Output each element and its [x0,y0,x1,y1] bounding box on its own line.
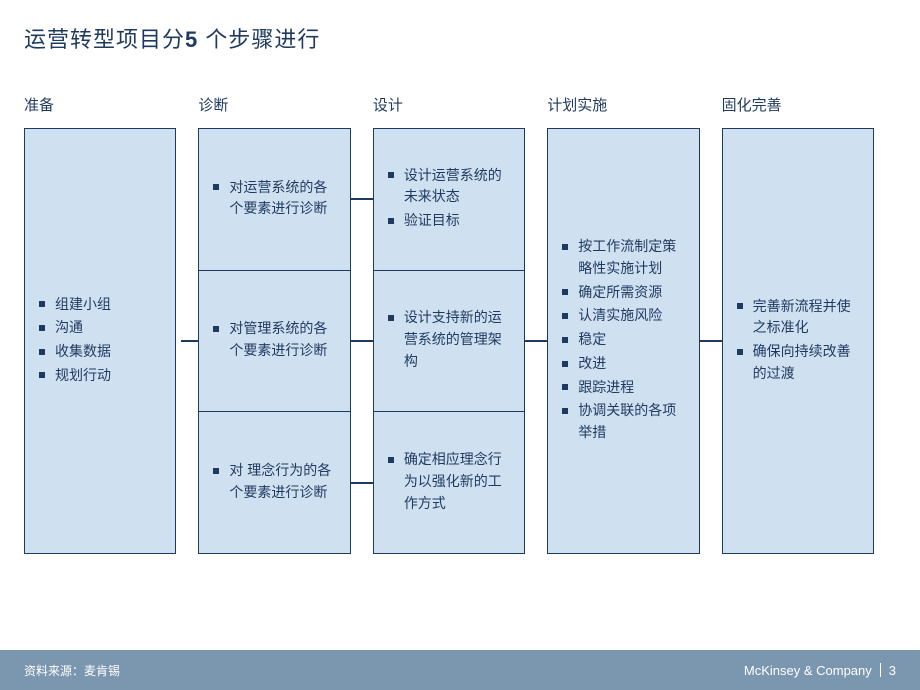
item-list: 对 理念行为的各个要素进行诊断 [213,460,339,505]
stage-section: 设计支持新的运营系统的管理架构 [374,270,524,412]
list-item: 对管理系统的各个要素进行诊断 [213,318,339,361]
list-item: 验证目标 [388,210,514,232]
item-list: 完善新流程并使之标准化确保向持续改善的过渡 [737,296,863,387]
list-item: 对 理念行为的各个要素进行诊断 [213,460,339,503]
title-part-3: 个步骤进行 [198,27,320,52]
list-item: 对运营系统的各个要素进行诊断 [213,177,339,220]
slide: 运营转型项目分5 个步骤进行 准备组建小组沟通收集数据规划行动诊断对运营系统的各… [0,0,920,690]
list-item: 协调关联的各项举措 [562,400,688,443]
stage-section: 完善新流程并使之标准化确保向持续改善的过渡 [723,129,873,553]
connector-line [700,340,722,342]
stage-section: 组建小组沟通收集数据规划行动 [25,129,175,553]
item-list: 确定相应理念行为以强化新的工作方式 [388,449,514,516]
stage-section: 对 理念行为的各个要素进行诊断 [199,411,349,553]
stage-section: 对管理系统的各个要素进行诊断 [199,270,349,412]
brand-name: McKinsey & Company [744,663,872,678]
list-item: 收集数据 [39,341,165,363]
list-item: 组建小组 [39,294,165,316]
list-item: 按工作流制定策略性实施计划 [562,236,688,279]
title-part-1: 运营转型项目分 [24,27,185,52]
stage-body: 设计运营系统的未来状态验证目标设计支持新的运营系统的管理架构确定相应理念行为以强… [373,128,525,554]
source-label: 资料来源：麦肯锡 [24,662,120,679]
stage-header: 诊断 [198,94,350,118]
item-list: 对运营系统的各个要素进行诊断 [213,177,339,222]
item-list: 按工作流制定策略性实施计划确定所需资源认清实施风险稳定改进跟踪进程协调关联的各项… [562,236,688,445]
list-item: 跟踪进程 [562,377,688,399]
stage-section: 确定相应理念行为以强化新的工作方式 [374,411,524,553]
connector-line [525,340,547,342]
stage-header: 设计 [373,94,525,118]
stage-body: 对运营系统的各个要素进行诊断对管理系统的各个要素进行诊断对 理念行为的各个要素进… [198,128,350,554]
footer-brand: McKinsey & Company 3 [744,663,896,678]
connector-line [351,482,373,484]
stage-column: 设计设计运营系统的未来状态验证目标设计支持新的运营系统的管理架构确定相应理念行为… [373,94,525,554]
list-item: 设计支持新的运营系统的管理架构 [388,307,514,372]
list-item: 规划行动 [39,365,165,387]
list-item: 设计运营系统的未来状态 [388,165,514,208]
list-item: 确定所需资源 [562,282,688,304]
stage-column: 准备组建小组沟通收集数据规划行动 [24,94,176,554]
page-number: 3 [889,663,896,678]
list-item: 稳定 [562,329,688,351]
list-item: 确定相应理念行为以强化新的工作方式 [388,449,514,514]
list-item: 改进 [562,353,688,375]
stage-column: 固化完善完善新流程并使之标准化确保向持续改善的过渡 [722,94,874,554]
stage-section: 对运营系统的各个要素进行诊断 [199,129,349,270]
slide-title: 运营转型项目分5 个步骤进行 [24,22,896,54]
stage-section: 按工作流制定策略性实施计划确定所需资源认清实施风险稳定改进跟踪进程协调关联的各项… [548,129,698,553]
item-list: 设计运营系统的未来状态验证目标 [388,165,514,234]
list-item: 完善新流程并使之标准化 [737,296,863,339]
title-part-2: 5 [185,27,198,52]
stage-header: 固化完善 [722,94,874,118]
stage-body: 完善新流程并使之标准化确保向持续改善的过渡 [722,128,874,554]
stage-header: 准备 [24,94,176,118]
item-list: 设计支持新的运营系统的管理架构 [388,307,514,374]
stage-column: 计划实施按工作流制定策略性实施计划确定所需资源认清实施风险稳定改进跟踪进程协调关… [547,94,699,554]
list-item: 沟通 [39,317,165,339]
stage-body: 组建小组沟通收集数据规划行动 [24,128,176,554]
list-item: 确保向持续改善的过渡 [737,341,863,384]
stage-body: 按工作流制定策略性实施计划确定所需资源认清实施风险稳定改进跟踪进程协调关联的各项… [547,128,699,554]
list-item: 认清实施风险 [562,305,688,327]
slide-footer: 资料来源：麦肯锡 McKinsey & Company 3 [0,650,920,690]
stage-section: 设计运营系统的未来状态验证目标 [374,129,524,270]
stage-column: 诊断对运营系统的各个要素进行诊断对管理系统的各个要素进行诊断对 理念行为的各个要… [198,94,350,554]
stages-row: 准备组建小组沟通收集数据规划行动诊断对运营系统的各个要素进行诊断对管理系统的各个… [24,94,896,554]
connector-line [351,198,373,200]
item-list: 对管理系统的各个要素进行诊断 [213,318,339,363]
stage-header: 计划实施 [547,94,699,118]
brand-separator [880,663,881,677]
connector-line [351,340,373,342]
item-list: 组建小组沟通收集数据规划行动 [39,294,165,389]
